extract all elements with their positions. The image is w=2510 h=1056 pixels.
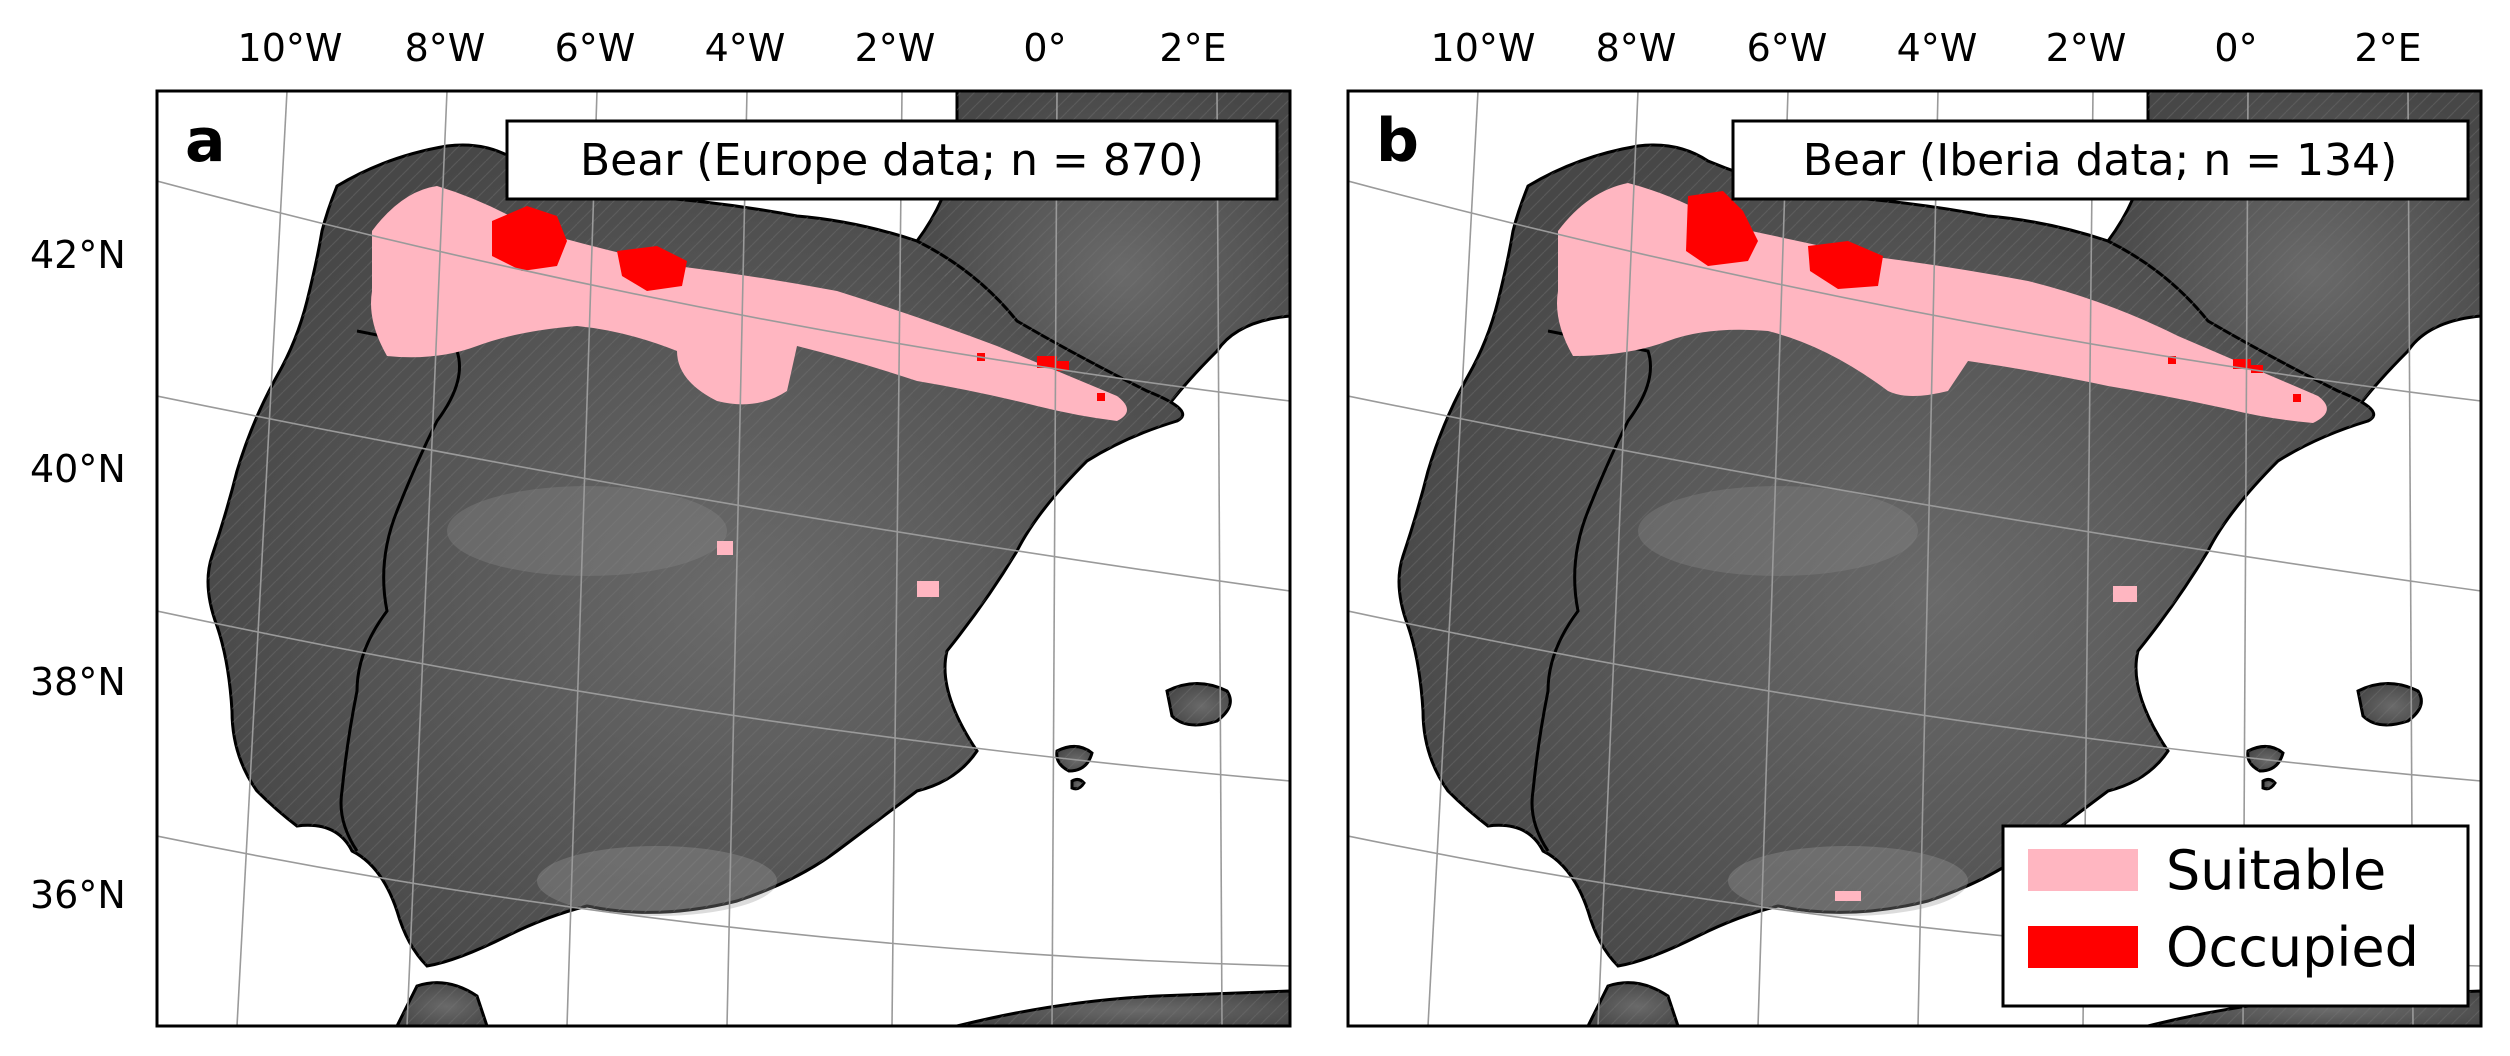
- panel-title: Bear (Europe data; n = 870): [580, 135, 1204, 186]
- occupied-area: [1686, 191, 1758, 266]
- lon-tick-label: 2°E: [1159, 26, 1226, 70]
- lon-tick-label: 4°W: [705, 26, 786, 70]
- lon-tick-label: 6°W: [1747, 26, 1828, 70]
- panel-b-lon-ticks: 10°W 8°W 6°W 4°W 2°W 0° 2°E: [1431, 26, 2422, 70]
- mountain-highlight: [447, 486, 727, 576]
- panel-a-lon-ticks: 10°W 8°W 6°W 4°W 2°W 0° 2°E: [238, 26, 1227, 70]
- occupied-patch: [2168, 356, 2176, 364]
- lon-tick-label: 0°: [1023, 26, 1066, 70]
- occupied-patch: [2233, 359, 2251, 369]
- panel-a: a Bear (Europe data; n = 870): [155, 89, 1292, 1028]
- occupied-patch: [2293, 394, 2301, 402]
- graticule: [157, 91, 1290, 1026]
- occupied-patch: [1037, 356, 1057, 368]
- mountain-highlight: [1728, 846, 1968, 916]
- occupied-area: [617, 246, 687, 291]
- portugal-border: [1530, 329, 1652, 852]
- legend-swatch-suitable: [2028, 849, 2138, 891]
- lon-tick-label: 4°W: [1897, 26, 1978, 70]
- lat-tick-label: 42°N: [30, 233, 126, 277]
- lat-tick-label: 40°N: [30, 447, 126, 491]
- lon-tick-label: 6°W: [555, 26, 636, 70]
- panel-title-box: [1731, 119, 2470, 201]
- suitable-patch: [717, 541, 733, 555]
- panel-title-box: [505, 119, 1279, 201]
- lon-tick-label: 2°W: [855, 26, 936, 70]
- lon-tick-label: 8°W: [405, 26, 486, 70]
- lon-tick-label: 8°W: [1596, 26, 1677, 70]
- occupied-area: [1808, 241, 1883, 289]
- occupied-patch: [1057, 361, 1069, 371]
- suitable-patch: [917, 581, 939, 597]
- lon-tick-label: 0°: [2214, 26, 2257, 70]
- panel-letter: b: [1376, 106, 1419, 176]
- lon-tick-label: 2°E: [2354, 26, 2421, 70]
- lon-tick-label: 10°W: [238, 26, 343, 70]
- lon-tick-label: 2°W: [2046, 26, 2127, 70]
- lat-tick-label: 38°N: [30, 660, 126, 704]
- legend-swatch-occupied: [2028, 926, 2138, 968]
- lat-ticks: 42°N 40°N 38°N 36°N: [30, 233, 126, 917]
- legend: Suitable Occupied: [2001, 824, 2470, 1008]
- mountain-highlight: [537, 846, 777, 916]
- suitable-patch: [2113, 586, 2137, 602]
- legend-label-suitable: Suitable: [2166, 839, 2386, 902]
- panel-b: b Bear (Iberia data; n = 134) Suitable O…: [1346, 89, 2483, 1028]
- occupied-patch: [2251, 365, 2263, 373]
- occupied-patch: [1097, 393, 1105, 401]
- lat-tick-label: 36°N: [30, 873, 126, 917]
- lon-tick-label: 10°W: [1431, 26, 1536, 70]
- suitable-patch: [1835, 891, 1861, 901]
- panel-title: Bear (Iberia data; n = 134): [1803, 135, 2398, 186]
- portugal-border: [339, 329, 461, 852]
- legend-label-occupied: Occupied: [2166, 916, 2419, 979]
- panel-frame: [1346, 89, 2483, 1028]
- mountain-highlight: [1638, 486, 1918, 576]
- panel-letter: a: [185, 106, 226, 176]
- panel-frame: [155, 89, 1292, 1028]
- occupied-area: [492, 206, 567, 271]
